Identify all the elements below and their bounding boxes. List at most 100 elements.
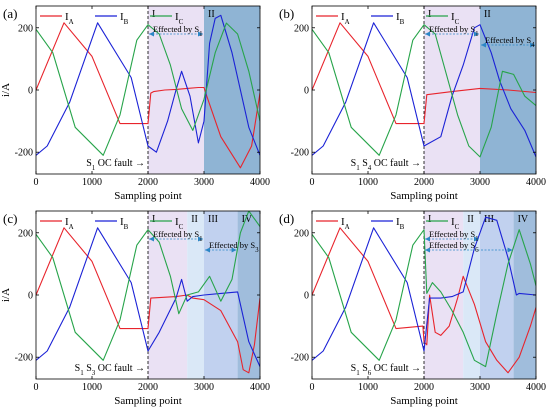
x-tick-label: 2000 — [138, 382, 158, 393]
y-tick-label: -200 — [15, 148, 33, 159]
panel-label: (c) — [3, 211, 17, 226]
x-tick-label: 3000 — [470, 382, 490, 393]
legend-label: IB — [120, 216, 129, 231]
annotation-arrow: Effected by S3 — [205, 240, 259, 254]
annotation-text: Effected by S3 — [209, 240, 259, 254]
legend-label: IA — [65, 216, 74, 231]
x-tick-label: 0 — [310, 382, 315, 393]
region-label: II — [467, 214, 474, 225]
x-tick-label: 4000 — [526, 177, 546, 188]
region-label: I — [428, 214, 431, 225]
series-ic — [312, 229, 536, 368]
x-tick-label: 0 — [34, 382, 39, 393]
series-ic — [36, 22, 260, 156]
annotation-text: Effected by S1 — [153, 24, 203, 38]
x-axis-label: Sampling point — [114, 395, 182, 407]
region-label: I — [428, 9, 431, 20]
y-tick-label: 200 — [18, 228, 33, 239]
series-ia — [312, 22, 536, 125]
fault-label: S1 S6 OC fault → — [351, 363, 421, 377]
panel-label: (d) — [279, 211, 294, 226]
annotation-text: Effected by S1 — [429, 229, 479, 243]
series-ia — [312, 227, 536, 374]
y-tick-label: -200 — [291, 353, 309, 364]
y-tick-label: 200 — [294, 228, 309, 239]
x-tick-label: 0 — [34, 177, 39, 188]
y-axis-label: i/A — [0, 288, 12, 302]
y-tick-label: 0 — [304, 291, 309, 302]
legend-label: IA — [341, 11, 350, 26]
region-III — [480, 211, 514, 379]
series-ib — [312, 216, 536, 361]
x-tick-label: 3000 — [194, 177, 214, 188]
series-ic — [312, 24, 536, 158]
region-label: III — [484, 214, 494, 225]
region-II — [204, 6, 260, 174]
annotation-arrow: Effected by S1 — [149, 229, 203, 243]
x-tick-label: 0 — [310, 177, 315, 188]
legend-label: IB — [396, 11, 405, 26]
legend-label: IC — [451, 216, 460, 231]
x-axis-label: Sampling point — [114, 190, 182, 202]
x-tick-label: 4000 — [250, 177, 270, 188]
x-tick-label: 1000 — [82, 177, 102, 188]
legend: IA IB IC — [316, 216, 460, 231]
panel-label: (a) — [3, 6, 17, 21]
region-II — [463, 211, 480, 379]
legend: IA IB IC — [40, 11, 184, 26]
x-tick-label: 2000 — [138, 177, 158, 188]
region-II — [187, 211, 204, 379]
region-label: II — [191, 214, 198, 225]
y-axis-label: i/A — [0, 83, 12, 97]
annotation-arrow: Effected by S1 — [425, 229, 479, 243]
y-tick-label: 0 — [28, 291, 33, 302]
annotation-text: Effected by S6 — [429, 240, 479, 254]
region-IV — [237, 211, 260, 379]
region-label: II — [208, 9, 215, 20]
x-axis-label: Sampling point — [390, 395, 458, 407]
x-tick-label: 4000 — [526, 382, 546, 393]
legend-label: IC — [175, 11, 184, 26]
y-tick-label: -200 — [291, 148, 309, 159]
y-tick-label: -200 — [15, 353, 33, 364]
region-label: I — [152, 214, 155, 225]
region-IV — [513, 211, 536, 379]
region-label: I — [152, 9, 155, 20]
region-label: II — [484, 9, 491, 20]
y-tick-label: 200 — [294, 23, 309, 34]
y-tick-label: 200 — [18, 23, 33, 34]
x-tick-label: 2000 — [414, 382, 434, 393]
legend-label: IC — [175, 216, 184, 231]
region-label: IV — [242, 214, 253, 225]
y-tick-label: 0 — [28, 86, 33, 97]
legend-label: IB — [120, 11, 129, 26]
annotation-arrow: Effected by S4 — [481, 35, 535, 49]
series-ia — [36, 227, 260, 374]
series-ib — [36, 227, 260, 367]
region-label: IV — [518, 214, 529, 225]
fault-label: S1 S4 OC fault → — [351, 158, 421, 172]
panel-label: (b) — [279, 6, 294, 21]
x-tick-label: 3000 — [194, 382, 214, 393]
x-tick-label: 4000 — [250, 382, 270, 393]
legend-label: IB — [396, 216, 405, 231]
annotation-text: Effected by S1 — [429, 24, 479, 38]
series-ib — [312, 22, 536, 158]
annotation-text: Effected by S4 — [485, 35, 535, 49]
x-tick-label: 1000 — [358, 177, 378, 188]
region-label: III — [208, 214, 218, 225]
legend-label: IA — [65, 11, 74, 26]
x-tick-label: 3000 — [470, 177, 490, 188]
annotation-text: Effected by S1 — [153, 229, 203, 243]
annotation-arrow: Effected by S6 — [425, 240, 513, 254]
x-tick-label: 1000 — [82, 382, 102, 393]
series-ic — [36, 211, 260, 361]
legend-label: IA — [341, 216, 350, 231]
annotation-arrow: Effected by S1 — [149, 24, 203, 38]
x-tick-label: 2000 — [414, 177, 434, 188]
y-tick-label: 0 — [304, 86, 309, 97]
